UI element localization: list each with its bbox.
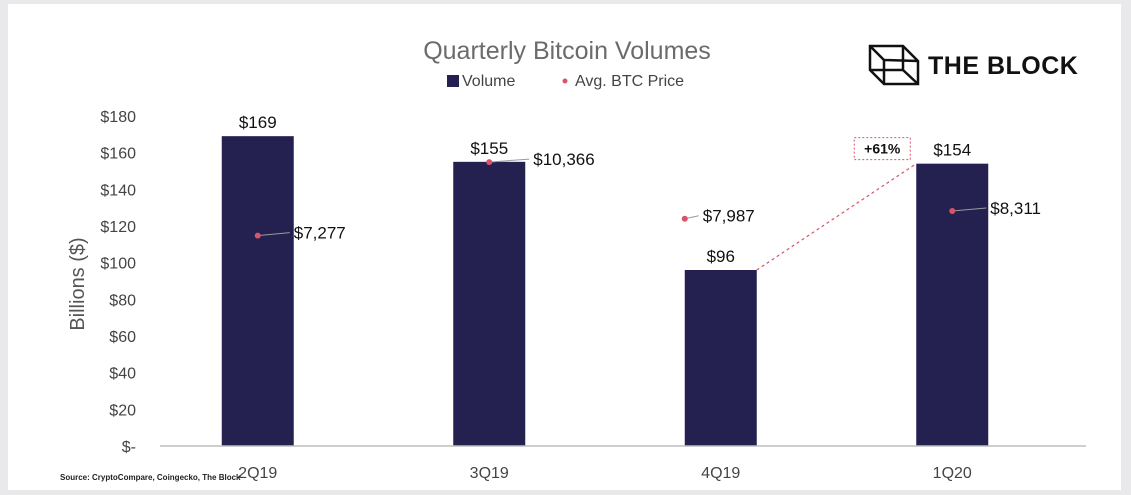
y-tick-label: $100 [100, 256, 136, 273]
y-tick-label: $40 [109, 366, 136, 383]
x-tick-label: 1Q20 [933, 465, 972, 482]
price-point [681, 215, 688, 222]
volume-value-label: $169 [239, 113, 277, 132]
cube-logo-icon [868, 44, 920, 86]
y-tick-label: $180 [100, 109, 136, 126]
y-axis-label: Billions ($) [67, 237, 89, 330]
price-point [486, 159, 493, 166]
y-tick-label: $20 [109, 402, 136, 419]
volume-bar [221, 136, 294, 446]
price-leader-line [489, 158, 530, 163]
legend-label-price: Avg. BTC Price [575, 73, 684, 90]
price-value-label: $7,277 [294, 224, 346, 243]
x-axis-ticks: 2Q19 3Q19 4Q19 1Q20 [238, 465, 972, 482]
bitcoin-volume-chart: Quarterly Bitcoin Volumes Volume Avg. BT… [60, 37, 1086, 482]
price-point [949, 207, 956, 214]
price-value-label: $8,311 [990, 199, 1041, 218]
x-tick-label: 4Q19 [701, 465, 740, 482]
legend-label-volume: Volume [462, 73, 515, 90]
volume-bar [916, 163, 989, 446]
y-tick-label: $- [122, 439, 136, 456]
volume-value-label: $154 [933, 141, 971, 160]
price-point [254, 232, 261, 239]
price-value-label: $7,987 [703, 207, 755, 226]
volume-bars [221, 136, 989, 447]
volume-value-label: $155 [470, 139, 508, 158]
volume-value-label: $96 [707, 247, 735, 266]
y-tick-label: $80 [109, 292, 136, 309]
x-tick-label: 2Q19 [238, 465, 277, 482]
y-tick-label: $60 [109, 329, 136, 346]
brand-block: THE BLOCK [868, 44, 1078, 86]
growth-annotation: +61% [756, 137, 917, 271]
chart-title: Quarterly Bitcoin Volumes [423, 37, 711, 65]
price-leader-line [952, 207, 987, 212]
volume-bar [453, 161, 526, 447]
y-tick-label: $140 [100, 182, 136, 199]
growth-connector [756, 163, 917, 271]
y-tick-label: $160 [100, 146, 136, 163]
growth-badge [853, 137, 911, 161]
legend-swatch-price [562, 78, 568, 84]
price-markers: $7,277 $10,366 $7,987 $8,311 [254, 150, 1041, 243]
brand-name: THE BLOCK [928, 52, 1078, 80]
volume-bar [684, 270, 757, 446]
legend: Volume Avg. BTC Price [447, 73, 684, 90]
y-axis-ticks: $- $20 $40 $60 $80 $100 $120 $140 $160 $180 [100, 109, 136, 456]
chart-frame: Quarterly Bitcoin Volumes Volume Avg. BT… [8, 4, 1121, 490]
source-note: Source: CryptoCompare, Coingecko, The Bl… [60, 473, 241, 482]
price-leader-line [257, 232, 290, 237]
x-tick-label: 3Q19 [470, 465, 509, 482]
growth-label: +61% [864, 141, 901, 157]
legend-swatch-volume [447, 75, 459, 87]
price-value-label: $10,366 [533, 150, 594, 169]
y-tick-label: $120 [100, 219, 136, 236]
volume-value-labels: $169 $155 $96 $154 [239, 113, 971, 266]
